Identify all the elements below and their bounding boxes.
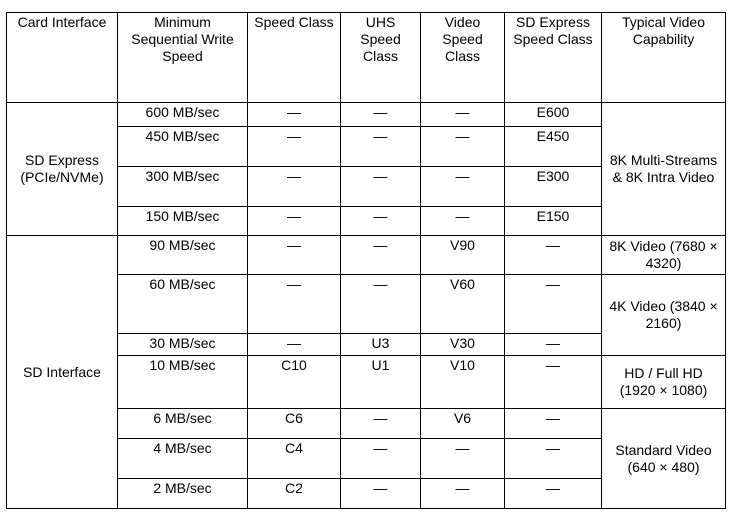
sd-express-class-cell: — (504, 438, 602, 479)
header-cell: Speed Class (247, 12, 341, 103)
table-row: 10 MB/sec C10 U1 V10— HD / Full HD (1920 × 1… (7, 355, 726, 409)
write-speed-cell: 30 MB/sec (117, 333, 248, 356)
speed-class-cell: C10 (247, 355, 341, 409)
header-cell: SD Express Speed Class (504, 12, 602, 103)
table-row: 2 MB/sec C2— — — (7, 478, 726, 509)
speed-class-cell: — (247, 126, 341, 167)
uhs-speed-class-cell: U1 (340, 355, 421, 409)
video-speed-class-cell: — (420, 438, 505, 479)
video-speed-class-cell: — (420, 206, 505, 236)
sd-express-class-cell: E300 (504, 166, 602, 207)
uhs-speed-class-cell: — (340, 274, 421, 334)
sd-express-class-cell: — (504, 478, 602, 509)
video-speed-class-cell: V6 (420, 408, 505, 439)
table-row: SD Express (PCIe/NVMe) 600 MB/sec — — — E600 8… (6, 102, 726, 236)
header-cell: Card Interface (6, 12, 118, 103)
uhs-speed-class-cell: — (340, 438, 421, 479)
sd-express-class-cell: — (504, 355, 602, 409)
write-speed-cell: 450 MB/sec (117, 126, 248, 167)
video-capability-cell: 4K Video (3840 × 2160) (601, 274, 726, 356)
header-cell: Minimum Sequential Write Speed (117, 12, 248, 103)
speed-class-cell: C6 (247, 408, 341, 439)
card-interface-cell: SD Express (PCIe/NVMe) (6, 102, 118, 236)
table-row: 450 MB/sec — — — E450 (7, 126, 726, 167)
video-speed-class-cell: — (420, 102, 505, 127)
uhs-speed-class-cell: U3 (340, 333, 421, 356)
speed-class-cell: — (247, 166, 341, 207)
uhs-speed-class-cell: — (340, 408, 421, 439)
video-speed-class-cell: V30 (420, 333, 505, 356)
table-row: 60 MB/sec — — V60—4K Video (3840 × 2160) (7, 274, 726, 356)
video-speed-class-cell: — (420, 126, 505, 167)
sd-express-class-cell: E450 (504, 126, 602, 167)
write-speed-cell: 600 MB/sec (117, 102, 248, 127)
speed-class-cell: C2 (247, 478, 341, 509)
speed-class-cell: — (247, 102, 341, 127)
sd-express-class-cell: — (504, 274, 602, 334)
write-speed-cell: 150 MB/sec (117, 206, 248, 236)
write-speed-cell: 300 MB/sec (117, 166, 248, 207)
video-speed-class-cell: V60 (420, 274, 505, 334)
card-interface-cell: SD Interface (6, 235, 118, 509)
sd-express-class-cell: E600 (504, 102, 602, 127)
write-speed-cell: 6 MB/sec (117, 408, 248, 439)
speed-class-cell: — (247, 333, 341, 356)
write-speed-cell: 60 MB/sec (117, 274, 248, 334)
header-row: Card Interface Minimum Sequential Write … (6, 12, 726, 103)
uhs-speed-class-cell: — (340, 102, 421, 127)
write-speed-cell: 4 MB/sec (117, 438, 248, 479)
write-speed-cell: 90 MB/sec (117, 235, 248, 275)
video-speed-class-cell: V10 (420, 355, 505, 409)
speed-class-cell: — (247, 235, 341, 275)
uhs-speed-class-cell: — (340, 235, 421, 275)
header-cell: UHS Speed Class (340, 12, 421, 103)
video-capability-cell: 8K Video (7680 × 4320) (601, 235, 726, 275)
header-cell: Typical Video Capability (601, 12, 726, 103)
uhs-speed-class-cell: — (340, 478, 421, 509)
table-row: SD Interface 90 MB/sec — — V90—8K Video (768… (6, 235, 726, 509)
table-row: 300 MB/sec — — — E300 (7, 166, 726, 207)
write-speed-cell: 2 MB/sec (117, 478, 248, 509)
sd-express-class-cell: E150 (504, 206, 602, 236)
uhs-speed-class-cell: — (340, 126, 421, 167)
video-speed-class-cell: — (420, 478, 505, 509)
sd-speed-class-table: Card Interface Minimum Sequential Write … (6, 12, 726, 509)
video-speed-class-cell: V90 (420, 235, 505, 275)
speed-class-cell: — (247, 274, 341, 334)
sd-express-class-cell: — (504, 333, 602, 356)
speed-class-cell: — (247, 206, 341, 236)
video-capability-cell: HD / Full HD (1920 × 1080) (601, 355, 726, 409)
uhs-speed-class-cell: — (340, 166, 421, 207)
video-capability-cell: Standard Video (640 × 480) (601, 408, 726, 509)
sd-express-class-cell: — (504, 235, 602, 275)
speed-class-cell: C4 (247, 438, 341, 479)
table-row: 150 MB/sec — — — E150 (7, 206, 726, 236)
uhs-speed-class-cell: — (340, 206, 421, 236)
write-speed-cell: 10 MB/sec (117, 355, 248, 409)
header-cell: Video Speed Class (420, 12, 505, 103)
video-speed-class-cell: — (420, 166, 505, 207)
video-capability-cell: 8K Multi-Streams & 8K Intra Video (601, 102, 726, 236)
sd-express-class-cell: — (504, 408, 602, 439)
